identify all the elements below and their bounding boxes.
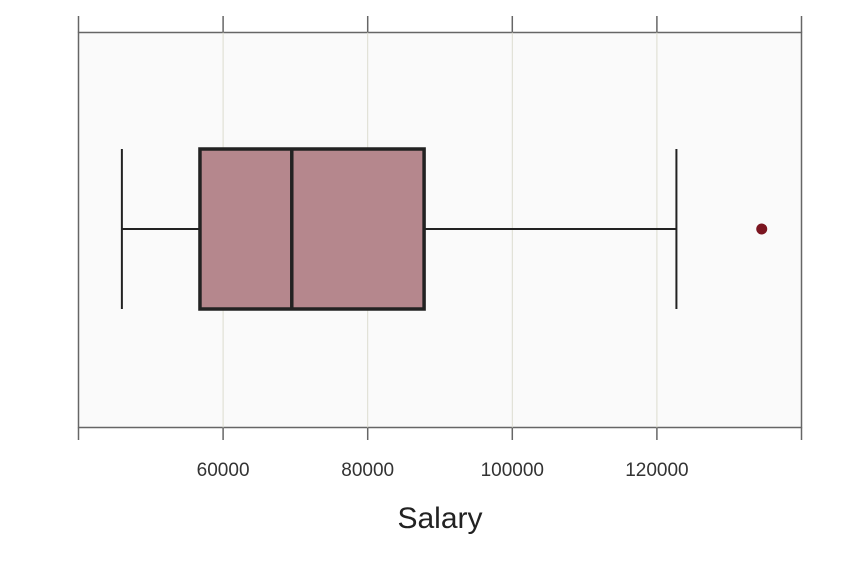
x-axis-title: Salary (397, 502, 482, 535)
x-tick-label: 100000 (481, 460, 544, 481)
iqr-box (198, 147, 426, 311)
x-tick-label: 80000 (341, 460, 394, 481)
x-tick-label: 120000 (625, 460, 688, 481)
outlier-point (756, 223, 768, 235)
x-tick-label: 60000 (197, 460, 250, 481)
axis-ticks: 60000 80000 100000 120000 (77, 16, 803, 481)
box-plot (120, 147, 768, 311)
